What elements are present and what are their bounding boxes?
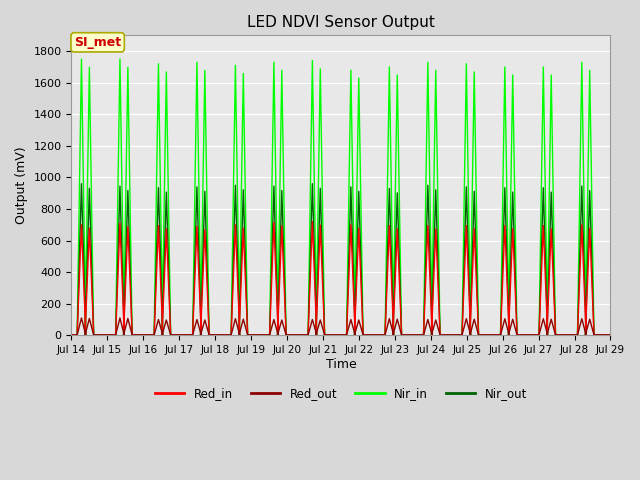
Red_in bbox=[120, 332, 128, 338]
Nir_in bbox=[77, 56, 85, 62]
Nir_out bbox=[66, 332, 74, 338]
Red_in bbox=[308, 219, 316, 225]
X-axis label: Time: Time bbox=[326, 358, 356, 371]
Nir_out bbox=[608, 332, 616, 338]
Red_in bbox=[321, 332, 328, 338]
Red_out bbox=[77, 315, 85, 321]
Red_in bbox=[66, 332, 74, 338]
Nir_out bbox=[82, 332, 90, 338]
Nir_in bbox=[475, 332, 483, 338]
Nir_in bbox=[608, 332, 616, 338]
Line: Nir_out: Nir_out bbox=[70, 184, 612, 335]
Nir_out bbox=[120, 332, 127, 338]
Nir_in bbox=[86, 64, 93, 70]
Red_in bbox=[608, 332, 616, 338]
Line: Red_out: Red_out bbox=[70, 318, 612, 335]
Red_out bbox=[86, 315, 93, 321]
Red_in bbox=[77, 222, 85, 228]
Nir_in bbox=[535, 332, 543, 338]
Red_in bbox=[535, 332, 543, 338]
Nir_out bbox=[475, 332, 483, 338]
Legend: Red_in, Red_out, Nir_in, Nir_out: Red_in, Red_out, Nir_in, Nir_out bbox=[150, 382, 532, 404]
Nir_out bbox=[535, 332, 543, 338]
Nir_in bbox=[120, 332, 127, 338]
Nir_in bbox=[82, 332, 90, 338]
Red_in bbox=[475, 332, 483, 338]
Nir_in bbox=[66, 332, 74, 338]
Red_out bbox=[608, 332, 616, 338]
Line: Nir_in: Nir_in bbox=[70, 59, 612, 335]
Red_out bbox=[66, 332, 74, 338]
Red_out bbox=[475, 332, 483, 338]
Nir_out bbox=[77, 181, 85, 187]
Nir_out bbox=[321, 332, 328, 338]
Red_out bbox=[82, 332, 90, 338]
Text: SI_met: SI_met bbox=[74, 36, 121, 49]
Red_out bbox=[535, 332, 543, 338]
Y-axis label: Output (mV): Output (mV) bbox=[15, 146, 28, 224]
Red_out bbox=[120, 332, 127, 338]
Nir_out bbox=[86, 185, 93, 191]
Line: Red_in: Red_in bbox=[70, 222, 612, 335]
Red_in bbox=[81, 332, 89, 338]
Nir_in bbox=[321, 332, 328, 338]
Title: LED NDVI Sensor Output: LED NDVI Sensor Output bbox=[247, 15, 435, 30]
Red_out bbox=[321, 332, 328, 338]
